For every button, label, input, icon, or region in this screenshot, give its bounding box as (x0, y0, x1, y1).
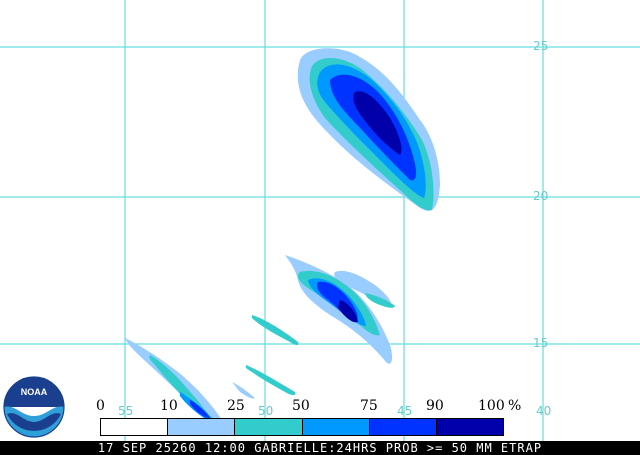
legend-tick-0: 0 (96, 398, 105, 414)
noaa-logo-text: NOAA (21, 387, 48, 397)
legend-tick-50: 50 (292, 398, 310, 414)
lon-label-50: 50 (258, 404, 274, 418)
legend-tick-100: 100 (478, 398, 505, 414)
legend-tick-75: 75 (360, 398, 378, 414)
lat-label-20: 20 (533, 189, 549, 203)
legend-swatch-0 (101, 419, 168, 435)
swath-mid-streak-1 (252, 315, 299, 345)
legend-swatch-4 (368, 419, 436, 435)
noaa-logo: NOAA (3, 376, 65, 438)
legend-swatch-3 (301, 419, 369, 435)
legend-tick-10: 10 (160, 398, 178, 414)
swath-south-75 (190, 400, 210, 418)
swath-south-streak (246, 365, 296, 395)
swath-mid-90 (338, 300, 358, 323)
swath-mid-streak-2 (365, 293, 395, 308)
lat-label-15: 15 (533, 336, 549, 350)
legend-swatch-1 (167, 419, 235, 435)
legend-tick-labels: 0 10 25 50 75 90 100 % (0, 398, 640, 416)
legend-tick-25: 25 (227, 398, 245, 414)
lat-label-25: 25 (533, 39, 549, 53)
footer-caption: 17 SEP 25260 12:00 GABRIELLE:24HRS PROB … (0, 441, 640, 455)
lon-label-40: 40 (536, 404, 552, 418)
legend-swatch-5 (435, 419, 504, 435)
lat-lon-grid (0, 0, 640, 441)
lon-label-55: 55 (118, 404, 134, 418)
swath-north-90 (353, 91, 402, 155)
lon-label-45: 45 (397, 404, 413, 418)
legend-color-bar (100, 418, 504, 436)
rain-probability-swaths (125, 48, 440, 425)
legend-tick-90: 90 (426, 398, 444, 414)
legend-tick-percent: % (508, 398, 522, 414)
legend-swatch-2 (234, 419, 302, 435)
swath-south-streak-2 (232, 382, 255, 399)
